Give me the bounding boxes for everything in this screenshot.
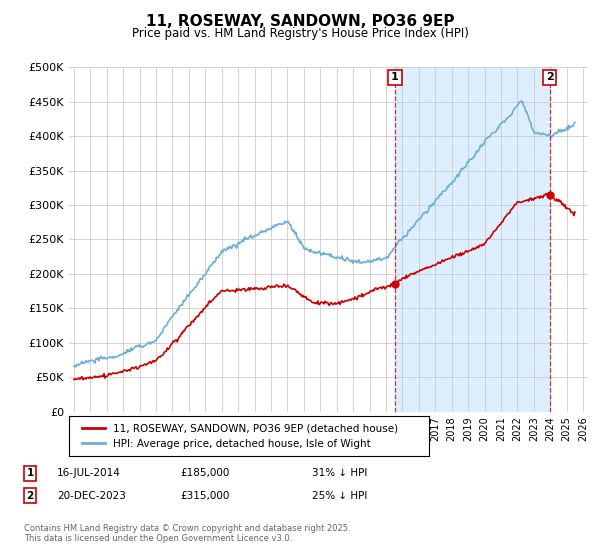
Bar bbox=[395, 67, 550, 412]
Text: 31% ↓ HPI: 31% ↓ HPI bbox=[312, 468, 367, 478]
Text: £185,000: £185,000 bbox=[180, 468, 229, 478]
Text: 2: 2 bbox=[26, 491, 34, 501]
Text: 2: 2 bbox=[546, 72, 554, 82]
Text: £315,000: £315,000 bbox=[180, 491, 229, 501]
Text: 1: 1 bbox=[26, 468, 34, 478]
Text: This data is licensed under the Open Government Licence v3.0.: This data is licensed under the Open Gov… bbox=[24, 534, 292, 543]
Text: Contains HM Land Registry data © Crown copyright and database right 2025.: Contains HM Land Registry data © Crown c… bbox=[24, 524, 350, 533]
Text: Price paid vs. HM Land Registry's House Price Index (HPI): Price paid vs. HM Land Registry's House … bbox=[131, 27, 469, 40]
Text: 1: 1 bbox=[391, 72, 399, 82]
Text: 25% ↓ HPI: 25% ↓ HPI bbox=[312, 491, 367, 501]
Text: 11, ROSEWAY, SANDOWN, PO36 9EP: 11, ROSEWAY, SANDOWN, PO36 9EP bbox=[146, 14, 454, 29]
Legend: 11, ROSEWAY, SANDOWN, PO36 9EP (detached house), HPI: Average price, detached ho: 11, ROSEWAY, SANDOWN, PO36 9EP (detached… bbox=[78, 419, 403, 453]
Text: 20-DEC-2023: 20-DEC-2023 bbox=[57, 491, 126, 501]
Text: 16-JUL-2014: 16-JUL-2014 bbox=[57, 468, 121, 478]
